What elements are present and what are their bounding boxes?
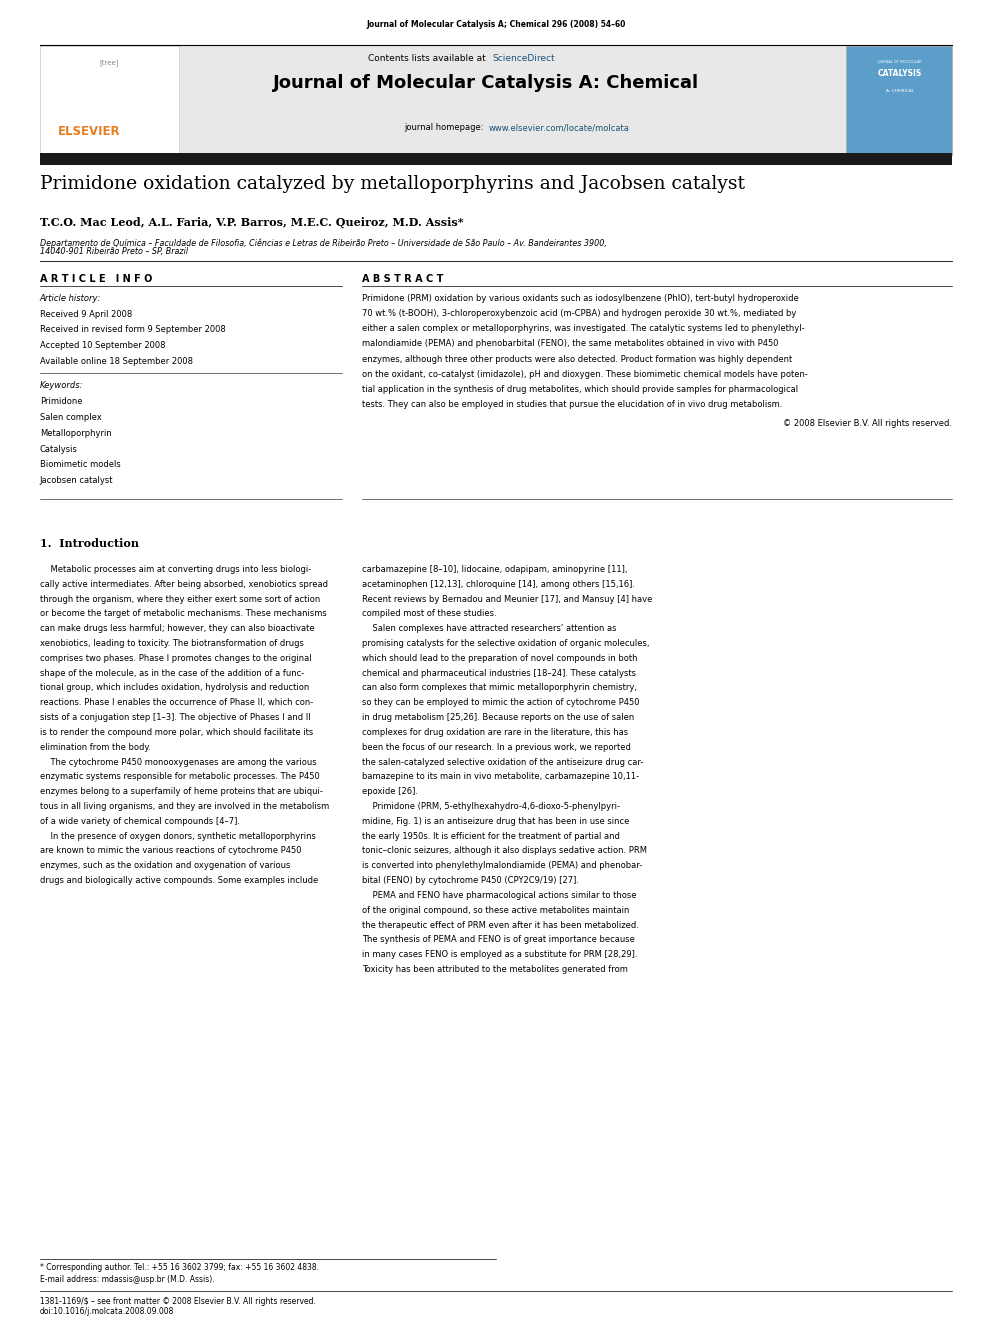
Text: 70 wt.% (t-BOOH), 3-chloroperoxybenzoic acid (m-CPBA) and hydrogen peroxide 30 w: 70 wt.% (t-BOOH), 3-chloroperoxybenzoic …	[362, 308, 797, 318]
Text: Departamento de Química – Faculdade de Filosofia, Ciências e Letras de Ribeirão : Departamento de Química – Faculdade de F…	[40, 238, 606, 247]
Text: elimination from the body.: elimination from the body.	[40, 742, 151, 751]
Text: are known to mimic the various reactions of cytochrome P450: are known to mimic the various reactions…	[40, 847, 302, 856]
Text: Jacobsen catalyst: Jacobsen catalyst	[40, 476, 113, 486]
Text: www.elsevier.com/locate/molcata: www.elsevier.com/locate/molcata	[489, 123, 630, 132]
Text: on the oxidant, co-catalyst (imidazole), pH and dioxygen. These biomimetic chemi: on the oxidant, co-catalyst (imidazole),…	[362, 369, 807, 378]
Text: Received 9 April 2008: Received 9 April 2008	[40, 310, 132, 319]
Text: ELSEVIER: ELSEVIER	[58, 124, 120, 138]
Text: Metalloporphyrin: Metalloporphyrin	[40, 429, 111, 438]
Text: so they can be employed to mimic the action of cytochrome P450: so they can be employed to mimic the act…	[362, 699, 640, 708]
Text: epoxide [26].: epoxide [26].	[362, 787, 418, 796]
Text: bamazepine to its main in vivo metabolite, carbamazepine 10,11-: bamazepine to its main in vivo metabolit…	[362, 773, 639, 782]
Text: is converted into phenylethylmalondiamide (PEMA) and phenobar-: is converted into phenylethylmalondiamid…	[362, 861, 643, 871]
Text: complexes for drug oxidation are rare in the literature, this has: complexes for drug oxidation are rare in…	[362, 728, 628, 737]
Bar	[40, 46, 952, 155]
Bar	[846, 46, 952, 155]
Text: * Corresponding author. Tel.: +55 16 3602 3799; fax: +55 16 3602 4838.: * Corresponding author. Tel.: +55 16 360…	[40, 1263, 318, 1273]
Text: shape of the molecule, as in the case of the addition of a func-: shape of the molecule, as in the case of…	[40, 668, 304, 677]
Text: CATALYSIS: CATALYSIS	[878, 69, 922, 78]
Text: reactions. Phase I enables the occurrence of Phase II, which con-: reactions. Phase I enables the occurrenc…	[40, 699, 312, 708]
Text: E-mail address: mdassis@usp.br (M.D. Assis).: E-mail address: mdassis@usp.br (M.D. Ass…	[40, 1275, 214, 1285]
Text: either a salen complex or metalloporphyrins, was investigated. The catalytic sys: either a salen complex or metalloporphyr…	[362, 324, 805, 333]
Text: through the organism, where they either exert some sort of action: through the organism, where they either …	[40, 594, 320, 603]
Text: enzymes, although three other products were also detected. Product formation was: enzymes, although three other products w…	[362, 355, 793, 364]
Text: Primidone (PRM, 5-ethylhexahydro-4,6-dioxo-5-phenylpyri-: Primidone (PRM, 5-ethylhexahydro-4,6-dio…	[362, 802, 620, 811]
Text: In the presence of oxygen donors, synthetic metalloporphyrins: In the presence of oxygen donors, synthe…	[40, 832, 315, 840]
Text: the early 1950s. It is efficient for the treatment of partial and: the early 1950s. It is efficient for the…	[362, 832, 620, 840]
Text: Primidone: Primidone	[40, 397, 82, 406]
Text: Biomimetic models: Biomimetic models	[40, 460, 120, 470]
Text: in drug metabolism [25,26]. Because reports on the use of salen: in drug metabolism [25,26]. Because repo…	[362, 713, 634, 722]
Text: A R T I C L E   I N F O: A R T I C L E I N F O	[40, 274, 152, 284]
Bar	[40, 153, 952, 165]
Text: comprises two phases. Phase I promotes changes to the original: comprises two phases. Phase I promotes c…	[40, 654, 311, 663]
Text: Contents lists available at: Contents lists available at	[368, 54, 489, 64]
Text: 1381-1169/$ – see front matter © 2008 Elsevier B.V. All rights reserved.: 1381-1169/$ – see front matter © 2008 El…	[40, 1297, 315, 1306]
Text: T.C.O. Mac Leod, A.L. Faria, V.P. Barros, M.E.C. Queiroz, M.D. Assis*: T.C.O. Mac Leod, A.L. Faria, V.P. Barros…	[40, 217, 463, 228]
Text: Toxicity has been attributed to the metabolites generated from: Toxicity has been attributed to the meta…	[362, 964, 628, 974]
Text: or become the target of metabolic mechanisms. These mechanisms: or become the target of metabolic mechan…	[40, 610, 326, 618]
Text: of the original compound, so these active metabolites maintain: of the original compound, so these activ…	[362, 906, 630, 914]
Text: drugs and biologically active compounds. Some examples include: drugs and biologically active compounds.…	[40, 876, 317, 885]
Text: malondiamide (PEMA) and phenobarbital (FENO), the same metabolites obtained in v: malondiamide (PEMA) and phenobarbital (F…	[362, 339, 779, 348]
Text: xenobiotics, leading to toxicity. The biotransformation of drugs: xenobiotics, leading to toxicity. The bi…	[40, 639, 304, 648]
Text: Accepted 10 September 2008: Accepted 10 September 2008	[40, 341, 166, 351]
Text: tional group, which includes oxidation, hydrolysis and reduction: tional group, which includes oxidation, …	[40, 684, 309, 692]
Text: JOURNAL OF MOLECULAR: JOURNAL OF MOLECULAR	[877, 60, 923, 64]
Text: of a wide variety of chemical compounds [4–7].: of a wide variety of chemical compounds …	[40, 816, 240, 826]
Text: A: CHEMICAL: A: CHEMICAL	[886, 89, 914, 93]
Text: is to render the compound more polar, which should facilitate its: is to render the compound more polar, wh…	[40, 728, 312, 737]
Text: tial application in the synthesis of drug metabolites, which should provide samp: tial application in the synthesis of dru…	[362, 385, 799, 394]
Text: can also form complexes that mimic metalloporphyrin chemistry,: can also form complexes that mimic metal…	[362, 684, 637, 692]
Text: been the focus of our research. In a previous work, we reported: been the focus of our research. In a pre…	[362, 742, 631, 751]
Text: the salen-catalyzed selective oxidation of the antiseizure drug car-: the salen-catalyzed selective oxidation …	[362, 758, 644, 766]
Text: tous in all living organisms, and they are involved in the metabolism: tous in all living organisms, and they a…	[40, 802, 329, 811]
Text: tonic–clonic seizures, although it also displays sedative action. PRM: tonic–clonic seizures, although it also …	[362, 847, 647, 856]
Text: Available online 18 September 2008: Available online 18 September 2008	[40, 357, 192, 366]
Text: Journal of Molecular Catalysis A: Chemical: Journal of Molecular Catalysis A: Chemic…	[273, 74, 699, 93]
Text: Catalysis: Catalysis	[40, 445, 77, 454]
Text: enzymes, such as the oxidation and oxygenation of various: enzymes, such as the oxidation and oxyge…	[40, 861, 290, 871]
Text: cally active intermediates. After being absorbed, xenobiotics spread: cally active intermediates. After being …	[40, 579, 327, 589]
Text: Journal of Molecular Catalysis A; Chemical 296 (2008) 54–60: Journal of Molecular Catalysis A; Chemic…	[366, 20, 626, 29]
Text: compiled most of these studies.: compiled most of these studies.	[362, 610, 497, 618]
Text: Salen complexes have attracted researchers’ attention as: Salen complexes have attracted researche…	[362, 624, 617, 634]
Text: tests. They can also be employed in studies that pursue the elucidation of in vi: tests. They can also be employed in stud…	[362, 400, 783, 409]
Text: promising catalysts for the selective oxidation of organic molecules,: promising catalysts for the selective ox…	[362, 639, 650, 648]
Text: the therapeutic effect of PRM even after it has been metabolized.: the therapeutic effect of PRM even after…	[362, 921, 639, 930]
Text: which should lead to the preparation of novel compounds in both: which should lead to the preparation of …	[362, 654, 638, 663]
Text: doi:10.1016/j.molcata.2008.09.008: doi:10.1016/j.molcata.2008.09.008	[40, 1307, 174, 1316]
Bar	[40, 46, 179, 155]
Text: in many cases FENO is employed as a substitute for PRM [28,29].: in many cases FENO is employed as a subs…	[362, 950, 638, 959]
Text: 14040-901 Ribeirão Preto – SP, Brazil: 14040-901 Ribeirão Preto – SP, Brazil	[40, 247, 187, 257]
Text: Salen complex: Salen complex	[40, 413, 101, 422]
Text: Received in revised form 9 September 2008: Received in revised form 9 September 200…	[40, 325, 225, 335]
Text: ScienceDirect: ScienceDirect	[492, 54, 555, 64]
Text: Metabolic processes aim at converting drugs into less biologi-: Metabolic processes aim at converting dr…	[40, 565, 310, 574]
Text: sists of a conjugation step [1–3]. The objective of Phases I and II: sists of a conjugation step [1–3]. The o…	[40, 713, 310, 722]
Text: [tree]: [tree]	[99, 60, 119, 66]
Text: Recent reviews by Bernadou and Meunier [17], and Mansuy [4] have: Recent reviews by Bernadou and Meunier […	[362, 594, 653, 603]
Text: Primidone (PRM) oxidation by various oxidants such as iodosylbenzene (PhIO), ter: Primidone (PRM) oxidation by various oxi…	[362, 294, 799, 303]
Text: can make drugs less harmful; however, they can also bioactivate: can make drugs less harmful; however, th…	[40, 624, 314, 634]
Text: journal homepage:: journal homepage:	[404, 123, 486, 132]
Text: acetaminophen [12,13], chloroquine [14], among others [15,16].: acetaminophen [12,13], chloroquine [14],…	[362, 579, 635, 589]
Text: © 2008 Elsevier B.V. All rights reserved.: © 2008 Elsevier B.V. All rights reserved…	[784, 419, 952, 429]
Text: enzymes belong to a superfamily of heme proteins that are ubiqui-: enzymes belong to a superfamily of heme …	[40, 787, 322, 796]
Text: carbamazepine [8–10], lidocaine, odapipam, aminopyrine [11],: carbamazepine [8–10], lidocaine, odapipa…	[362, 565, 628, 574]
Text: A B S T R A C T: A B S T R A C T	[362, 274, 443, 284]
Text: Article history:: Article history:	[40, 294, 101, 303]
Text: chemical and pharmaceutical industries [18–24]. These catalysts: chemical and pharmaceutical industries […	[362, 668, 636, 677]
Text: PEMA and FENO have pharmacological actions similar to those: PEMA and FENO have pharmacological actio…	[362, 890, 637, 900]
Text: midine, Fig. 1) is an antiseizure drug that has been in use since: midine, Fig. 1) is an antiseizure drug t…	[362, 816, 630, 826]
Text: Primidone oxidation catalyzed by metalloporphyrins and Jacobsen catalyst: Primidone oxidation catalyzed by metallo…	[40, 175, 745, 193]
Text: bital (FENO) by cytochrome P450 (CPY2C9/19) [27].: bital (FENO) by cytochrome P450 (CPY2C9/…	[362, 876, 579, 885]
Text: enzymatic systems responsible for metabolic processes. The P450: enzymatic systems responsible for metabo…	[40, 773, 319, 782]
Text: The cytochrome P450 monooxygenases are among the various: The cytochrome P450 monooxygenases are a…	[40, 758, 316, 766]
Text: Keywords:: Keywords:	[40, 381, 83, 390]
Text: The synthesis of PEMA and FENO is of great importance because: The synthesis of PEMA and FENO is of gre…	[362, 935, 635, 945]
Text: 1.  Introduction: 1. Introduction	[40, 538, 139, 549]
